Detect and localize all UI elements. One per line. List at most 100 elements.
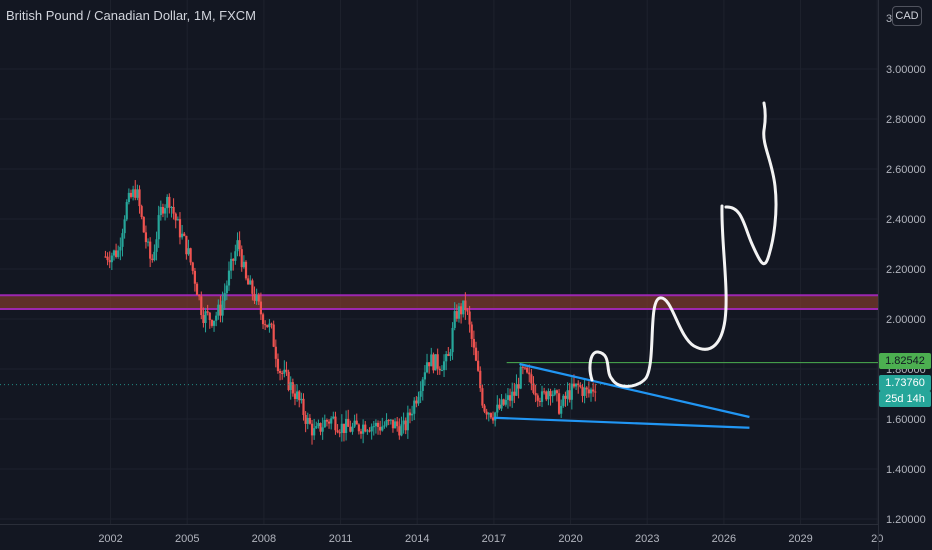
candle-body — [244, 261, 248, 279]
candle-body — [281, 372, 284, 374]
candle-body — [362, 424, 365, 434]
candle-body — [483, 405, 486, 412]
candle-body — [242, 261, 245, 268]
y-tick-label: 3 — [886, 13, 892, 25]
candle-body — [306, 417, 309, 424]
candle-body — [170, 206, 173, 208]
candle-body — [249, 280, 252, 285]
candle-body — [551, 394, 554, 397]
candle-body — [138, 189, 141, 207]
price-axis[interactable]: 3 3.00000 2.80000 2.60000 2.40000 2.20000 2.00… — [886, 13, 926, 526]
candle-body — [204, 311, 207, 324]
candle-body — [536, 395, 539, 401]
candle-body — [564, 395, 567, 399]
candle-body — [240, 249, 243, 268]
candle-body — [146, 241, 150, 243]
candle-body — [391, 419, 395, 429]
bar-countdown-tag: 25d 14h — [879, 391, 931, 407]
candle-body — [370, 426, 373, 432]
candle-body — [174, 213, 177, 221]
candle-body — [436, 354, 439, 369]
candle-body — [104, 256, 107, 258]
candle-body — [374, 422, 378, 427]
candle-body — [289, 382, 292, 390]
candle-body — [259, 301, 263, 315]
candle-body — [287, 371, 290, 390]
candle-body — [583, 387, 586, 396]
candle-body — [562, 395, 565, 406]
candle-body — [398, 426, 401, 436]
candle-body — [425, 362, 429, 373]
candle-body — [570, 383, 573, 400]
candle-body — [557, 393, 561, 414]
y-tick-label: 2.20000 — [886, 264, 926, 276]
candle-body — [459, 306, 463, 315]
candle-body — [464, 300, 467, 311]
candle-body — [545, 391, 548, 400]
candle-body — [592, 389, 595, 392]
candle-body — [304, 415, 307, 424]
candle-body — [114, 250, 118, 257]
candle-body — [423, 372, 426, 380]
candle-body — [136, 189, 139, 198]
candle-body — [155, 239, 158, 252]
candle-body — [112, 250, 116, 256]
candle-body — [549, 391, 552, 397]
candle-body — [332, 416, 335, 419]
candle-body — [455, 311, 458, 319]
x-tick-label: 2011 — [329, 533, 353, 545]
candle-body — [340, 423, 343, 433]
candle-body — [449, 352, 452, 356]
candle-body — [132, 189, 135, 197]
x-tick-label: 2005 — [175, 533, 199, 545]
candle-body — [232, 258, 235, 261]
candle-body — [276, 358, 280, 371]
candle-body — [445, 354, 448, 362]
candle-body — [430, 354, 433, 367]
candle-body — [381, 426, 384, 431]
candle-body — [253, 293, 256, 301]
candle-body — [453, 311, 456, 328]
candle-body — [572, 383, 576, 387]
freehand-drawing — [588, 101, 778, 388]
candle-body — [364, 424, 367, 432]
candle-body — [440, 370, 444, 372]
y-tick-label: 2.00000 — [886, 314, 926, 326]
x-tick-label: 2002 — [98, 533, 122, 545]
candle-body — [330, 418, 333, 424]
candle-body — [543, 391, 546, 393]
candle-body — [538, 400, 541, 402]
candle-body — [376, 422, 380, 427]
candle-body — [229, 258, 233, 271]
candle-body — [193, 270, 196, 284]
candle-body — [278, 370, 282, 373]
candle-body — [502, 399, 505, 405]
candle-body — [317, 423, 320, 427]
candle-body — [302, 398, 305, 416]
candle-body — [451, 327, 454, 353]
candle-body — [415, 400, 418, 404]
candle-body — [234, 251, 237, 261]
x-tick-label: 2017 — [482, 533, 506, 545]
candle-body — [327, 421, 331, 424]
trendlines — [0, 362, 878, 429]
candle-body — [411, 413, 414, 416]
x-tick-label: 20 — [871, 533, 883, 545]
candle-body — [283, 369, 286, 374]
candle-body — [496, 404, 499, 413]
candle-body — [251, 280, 254, 294]
time-axis[interactable]: 2002 2005 2008 2011 2014 2017 2020 2023 2026 2029… — [98, 533, 883, 545]
candle-body — [153, 251, 156, 261]
candle-body — [308, 417, 311, 424]
currency-badge[interactable]: CAD — [892, 6, 922, 26]
candle-body — [315, 426, 318, 429]
candle-body — [421, 379, 424, 392]
candle-body — [285, 369, 288, 372]
candle-body — [110, 255, 113, 263]
candle-body — [353, 420, 356, 427]
candle-body — [438, 368, 441, 371]
candle-body — [417, 396, 420, 404]
candle-body — [195, 283, 199, 296]
symbol-title: British Pound / Canadian Dollar, 1M, FXC… — [6, 8, 256, 23]
